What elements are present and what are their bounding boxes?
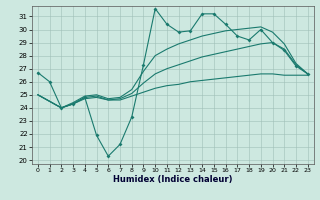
X-axis label: Humidex (Indice chaleur): Humidex (Indice chaleur) bbox=[113, 175, 233, 184]
